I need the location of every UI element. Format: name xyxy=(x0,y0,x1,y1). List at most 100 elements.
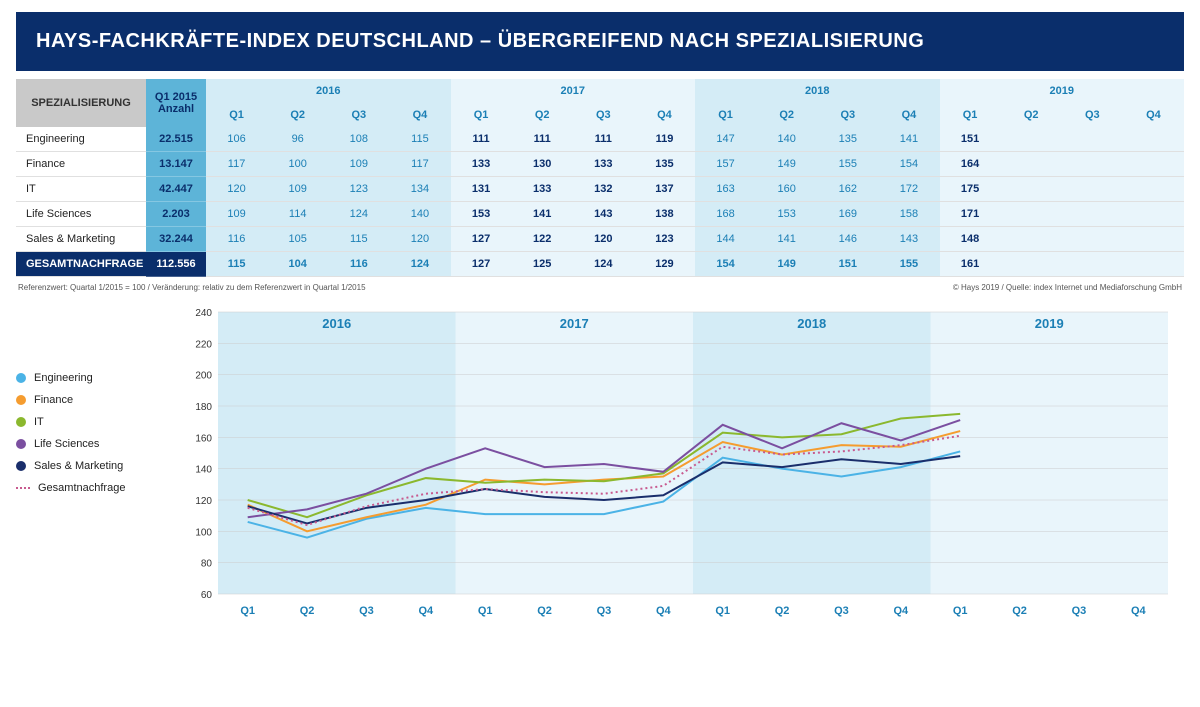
data-cell: 147 xyxy=(695,127,756,152)
data-cell: 144 xyxy=(695,227,756,252)
data-cell: 134 xyxy=(389,177,450,202)
data-cell: 164 xyxy=(940,152,1001,177)
data-cell: 111 xyxy=(512,127,573,152)
svg-text:Q4: Q4 xyxy=(656,605,672,617)
data-cell: 130 xyxy=(512,152,573,177)
data-cell xyxy=(1123,127,1184,152)
data-cell: 148 xyxy=(940,227,1001,252)
data-cell xyxy=(1062,227,1123,252)
data-cell: 111 xyxy=(451,127,512,152)
q-header: Q3 xyxy=(817,103,878,127)
anzahl-cell: 112.556 xyxy=(146,252,206,277)
q-header: Q2 xyxy=(267,103,328,127)
row-label: IT xyxy=(16,177,146,202)
legend-item: Life Sciences xyxy=(16,438,166,450)
data-cell: 105 xyxy=(267,227,328,252)
q-header: Q3 xyxy=(573,103,634,127)
svg-text:2018: 2018 xyxy=(797,316,826,331)
svg-text:Q2: Q2 xyxy=(775,605,790,617)
data-cell: 131 xyxy=(451,177,512,202)
data-cell xyxy=(1001,202,1062,227)
data-cell: 133 xyxy=(512,177,573,202)
data-cell: 151 xyxy=(940,127,1001,152)
svg-text:160: 160 xyxy=(195,433,212,444)
data-cell: 127 xyxy=(451,227,512,252)
data-cell: 120 xyxy=(573,227,634,252)
svg-text:Q1: Q1 xyxy=(715,605,730,617)
svg-text:Q4: Q4 xyxy=(893,605,909,617)
data-cell: 129 xyxy=(634,252,695,277)
data-cell xyxy=(1123,227,1184,252)
data-cell: 141 xyxy=(878,127,939,152)
data-cell xyxy=(1062,127,1123,152)
data-cell xyxy=(1123,202,1184,227)
year-2019: 2019 xyxy=(940,79,1185,103)
data-cell: 115 xyxy=(206,252,267,277)
data-cell: 154 xyxy=(695,252,756,277)
svg-text:Q2: Q2 xyxy=(1012,605,1027,617)
data-cell xyxy=(1001,152,1062,177)
footnote-left: Referenzwert: Quartal 1/2015 = 100 / Ver… xyxy=(18,283,366,292)
data-cell: 115 xyxy=(389,127,450,152)
legend-label: Life Sciences xyxy=(34,438,99,450)
line-chart: 2016201720182019608010012014016018020022… xyxy=(178,302,1184,622)
q-header: Q1 xyxy=(695,103,756,127)
data-cell: 141 xyxy=(756,227,817,252)
data-cell: 117 xyxy=(206,152,267,177)
legend-item: Gesamtnachfrage xyxy=(16,482,166,494)
data-cell: 143 xyxy=(878,227,939,252)
data-cell: 175 xyxy=(940,177,1001,202)
data-cell: 140 xyxy=(756,127,817,152)
legend-label: IT xyxy=(34,416,44,428)
legend-swatch xyxy=(16,395,26,405)
legend-label: Sales & Marketing xyxy=(34,460,123,472)
q-header: Q2 xyxy=(756,103,817,127)
year-2017: 2017 xyxy=(451,79,696,103)
data-cell: 114 xyxy=(267,202,328,227)
data-cell xyxy=(1001,227,1062,252)
svg-text:Q3: Q3 xyxy=(1072,605,1087,617)
footnote-right: © Hays 2019 / Quelle: index Internet und… xyxy=(953,283,1182,292)
svg-text:200: 200 xyxy=(195,371,212,382)
anzahl-cell: 22.515 xyxy=(146,127,206,152)
data-cell: 172 xyxy=(878,177,939,202)
svg-text:60: 60 xyxy=(201,590,213,601)
legend-item: Finance xyxy=(16,394,166,406)
data-cell: 116 xyxy=(206,227,267,252)
data-cell xyxy=(1123,177,1184,202)
data-cell: 143 xyxy=(573,202,634,227)
data-cell: 117 xyxy=(389,152,450,177)
data-cell: 115 xyxy=(328,227,389,252)
data-cell: 146 xyxy=(817,227,878,252)
q-header: Q4 xyxy=(1123,103,1184,127)
q-header: Q3 xyxy=(1062,103,1123,127)
q-header: Q1 xyxy=(451,103,512,127)
data-cell: 133 xyxy=(451,152,512,177)
legend-item: IT xyxy=(16,416,166,428)
legend-label: Finance xyxy=(34,394,73,406)
data-cell: 153 xyxy=(451,202,512,227)
data-cell: 149 xyxy=(756,152,817,177)
data-cell: 124 xyxy=(389,252,450,277)
q-header: Q4 xyxy=(878,103,939,127)
data-cell: 162 xyxy=(817,177,878,202)
data-cell xyxy=(1123,252,1184,277)
data-cell: 135 xyxy=(817,127,878,152)
data-cell: 137 xyxy=(634,177,695,202)
row-label: Finance xyxy=(16,152,146,177)
data-cell: 108 xyxy=(328,127,389,152)
data-cell xyxy=(1062,177,1123,202)
svg-text:2019: 2019 xyxy=(1035,316,1064,331)
svg-text:180: 180 xyxy=(195,402,212,413)
svg-text:Q3: Q3 xyxy=(359,605,374,617)
q-header: Q1 xyxy=(940,103,1001,127)
anzahl-cell: 42.447 xyxy=(146,177,206,202)
legend-swatch xyxy=(16,439,26,449)
data-cell xyxy=(1001,127,1062,152)
legend-swatch xyxy=(16,373,26,383)
svg-text:Q4: Q4 xyxy=(418,605,434,617)
row-label: Sales & Marketing xyxy=(16,227,146,252)
data-cell: 120 xyxy=(389,227,450,252)
anzahl-cell: 13.147 xyxy=(146,152,206,177)
anzahl-cell: 32.244 xyxy=(146,227,206,252)
